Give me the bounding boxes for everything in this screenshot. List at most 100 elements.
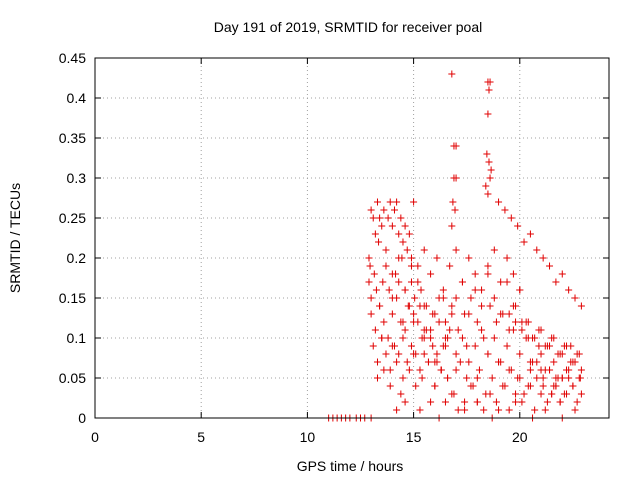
data-point	[441, 334, 449, 342]
data-point	[505, 366, 513, 374]
data-point	[378, 334, 386, 342]
chart-title: Day 191 of 2019, SRMTID for receiver poa…	[214, 19, 482, 35]
data-point	[448, 302, 456, 310]
data-point	[458, 334, 466, 342]
x-tick-label: 10	[300, 429, 316, 445]
data-point	[452, 246, 460, 254]
y-tick-label: 0.2	[67, 250, 87, 266]
data-point	[427, 334, 435, 342]
data-point	[449, 198, 457, 206]
data-point	[411, 294, 419, 302]
data-point	[403, 358, 411, 366]
y-tick-label: 0.15	[59, 290, 86, 306]
data-point	[393, 406, 401, 414]
data-point	[486, 390, 494, 398]
data-point	[369, 214, 377, 222]
data-point	[454, 326, 462, 334]
data-point	[541, 406, 549, 414]
data-point	[420, 326, 428, 334]
data-point	[463, 342, 471, 350]
data-point	[487, 166, 495, 174]
plot-frame	[94, 57, 610, 419]
data-point	[535, 342, 543, 350]
data-point	[492, 398, 500, 406]
data-point	[512, 318, 520, 326]
y-axis-label: SRMTID / TECUs	[7, 183, 23, 293]
data-point	[485, 158, 493, 166]
data-point	[571, 406, 579, 414]
data-point	[503, 254, 511, 262]
data-point	[537, 350, 545, 358]
data-point	[526, 358, 534, 366]
data-point	[478, 286, 486, 294]
x-tick-label: 0	[91, 429, 99, 445]
data-point	[399, 318, 407, 326]
data-point	[569, 382, 577, 390]
data-point	[465, 310, 473, 318]
data-point	[484, 110, 492, 118]
data-point	[378, 222, 386, 230]
data-point	[475, 366, 483, 374]
data-point	[407, 342, 415, 350]
data-point	[388, 222, 396, 230]
data-point	[380, 366, 388, 374]
y-tick-label: 0	[78, 410, 86, 426]
data-point	[379, 278, 387, 286]
data-point	[552, 382, 560, 390]
data-point	[471, 342, 479, 350]
data-point	[386, 382, 394, 390]
data-point	[550, 358, 558, 366]
data-point	[495, 358, 503, 366]
data-point	[399, 238, 407, 246]
data-point	[461, 398, 469, 406]
data-point	[539, 382, 547, 390]
data-point	[531, 406, 539, 414]
data-point	[558, 350, 566, 358]
data-point	[486, 302, 494, 310]
data-point	[429, 342, 437, 350]
data-point	[518, 326, 526, 334]
data-point	[520, 390, 528, 398]
data-point	[427, 398, 435, 406]
data-point	[495, 198, 503, 206]
data-point	[410, 350, 418, 358]
data-point	[492, 318, 500, 326]
y-tick-label: 0.25	[59, 210, 86, 226]
data-point	[412, 382, 420, 390]
data-point	[414, 278, 422, 286]
data-point	[431, 358, 439, 366]
data-point	[516, 350, 524, 358]
data-point	[376, 302, 384, 310]
data-point	[505, 310, 513, 318]
data-point	[388, 270, 396, 278]
data-point	[539, 254, 547, 262]
data-point	[433, 350, 441, 358]
data-point	[380, 318, 388, 326]
data-point	[571, 294, 579, 302]
data-point	[563, 366, 571, 374]
data-point	[526, 382, 534, 390]
data-point	[382, 246, 390, 254]
data-point	[422, 302, 430, 310]
data-point	[556, 398, 564, 406]
data-point	[473, 318, 481, 326]
data-point	[407, 254, 415, 262]
data-point	[441, 398, 449, 406]
data-point	[499, 382, 507, 390]
data-point	[418, 374, 426, 382]
data-point	[484, 270, 492, 278]
data-point	[373, 374, 381, 382]
data-point	[497, 278, 505, 286]
data-point	[516, 374, 524, 382]
data-point	[463, 374, 471, 382]
data-point	[526, 230, 534, 238]
data-point	[465, 254, 473, 262]
data-point	[450, 174, 458, 182]
data-point	[531, 334, 539, 342]
data-point	[367, 310, 375, 318]
data-point	[467, 294, 475, 302]
data-point	[490, 294, 498, 302]
data-point	[488, 374, 496, 382]
data-point	[512, 398, 520, 406]
